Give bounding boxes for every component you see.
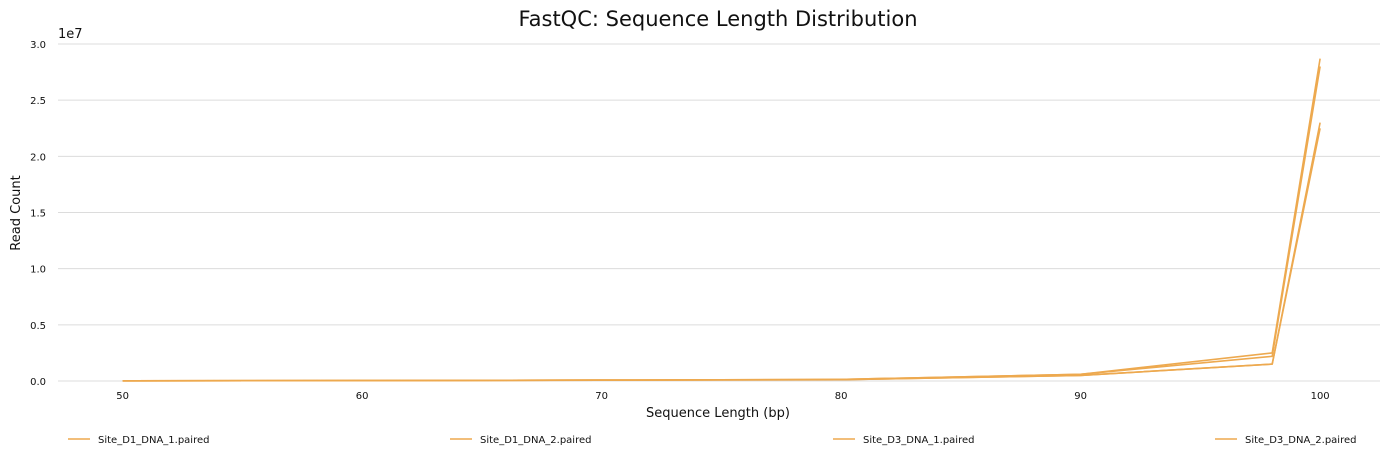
y-tick-label: 0.0 xyxy=(30,377,46,388)
legend-item: Site_D1_DNA_1.paired xyxy=(68,435,209,446)
legend-item: Site_D1_DNA_2.paired xyxy=(450,435,591,446)
legend-label: Site_D1_DNA_2.paired xyxy=(480,435,591,446)
legend-item: Site_D3_DNA_1.paired xyxy=(833,435,974,446)
x-axis-title: Sequence Length (bp) xyxy=(646,406,790,421)
x-tick-label: 80 xyxy=(835,391,848,402)
series-lines xyxy=(122,58,1321,382)
y-tick-label: 0.5 xyxy=(30,321,46,332)
series-line xyxy=(122,58,1321,382)
x-tick-label: 70 xyxy=(595,391,608,402)
x-tick-label: 100 xyxy=(1311,391,1330,402)
y-exponent-label: 1e7 xyxy=(58,27,83,42)
legend-label: Site_D1_DNA_1.paired xyxy=(98,435,209,446)
legend-label: Site_D3_DNA_1.paired xyxy=(863,435,974,446)
y-tick-label: 2.0 xyxy=(30,152,46,163)
x-tick-label: 60 xyxy=(356,391,369,402)
x-tick-label: 90 xyxy=(1074,391,1087,402)
y-tick-labels: 0.0 0.5 1.0 1.5 2.0 2.5 3.0 xyxy=(30,40,46,388)
grid-lines xyxy=(58,43,1380,382)
y-tick-label: 1.0 xyxy=(30,265,46,276)
legend-item: Site_D3_DNA_2.paired xyxy=(1215,435,1356,446)
y-tick-label: 3.0 xyxy=(30,40,46,51)
legend: Site_D1_DNA_1.paired Site_D1_DNA_2.paired… xyxy=(68,435,1356,446)
y-tick-label: 2.5 xyxy=(30,96,46,107)
x-tick-label: 50 xyxy=(116,391,129,402)
y-tick-label: 1.5 xyxy=(30,209,46,220)
series-line xyxy=(122,66,1321,382)
series-line xyxy=(122,122,1321,382)
y-axis-title: Read Count xyxy=(9,175,24,250)
legend-label: Site_D3_DNA_2.paired xyxy=(1245,435,1356,446)
series-line xyxy=(122,128,1321,382)
chart-title: FastQC: Sequence Length Distribution xyxy=(518,7,917,31)
x-tick-labels: 50 60 70 80 90 100 xyxy=(116,391,1329,402)
